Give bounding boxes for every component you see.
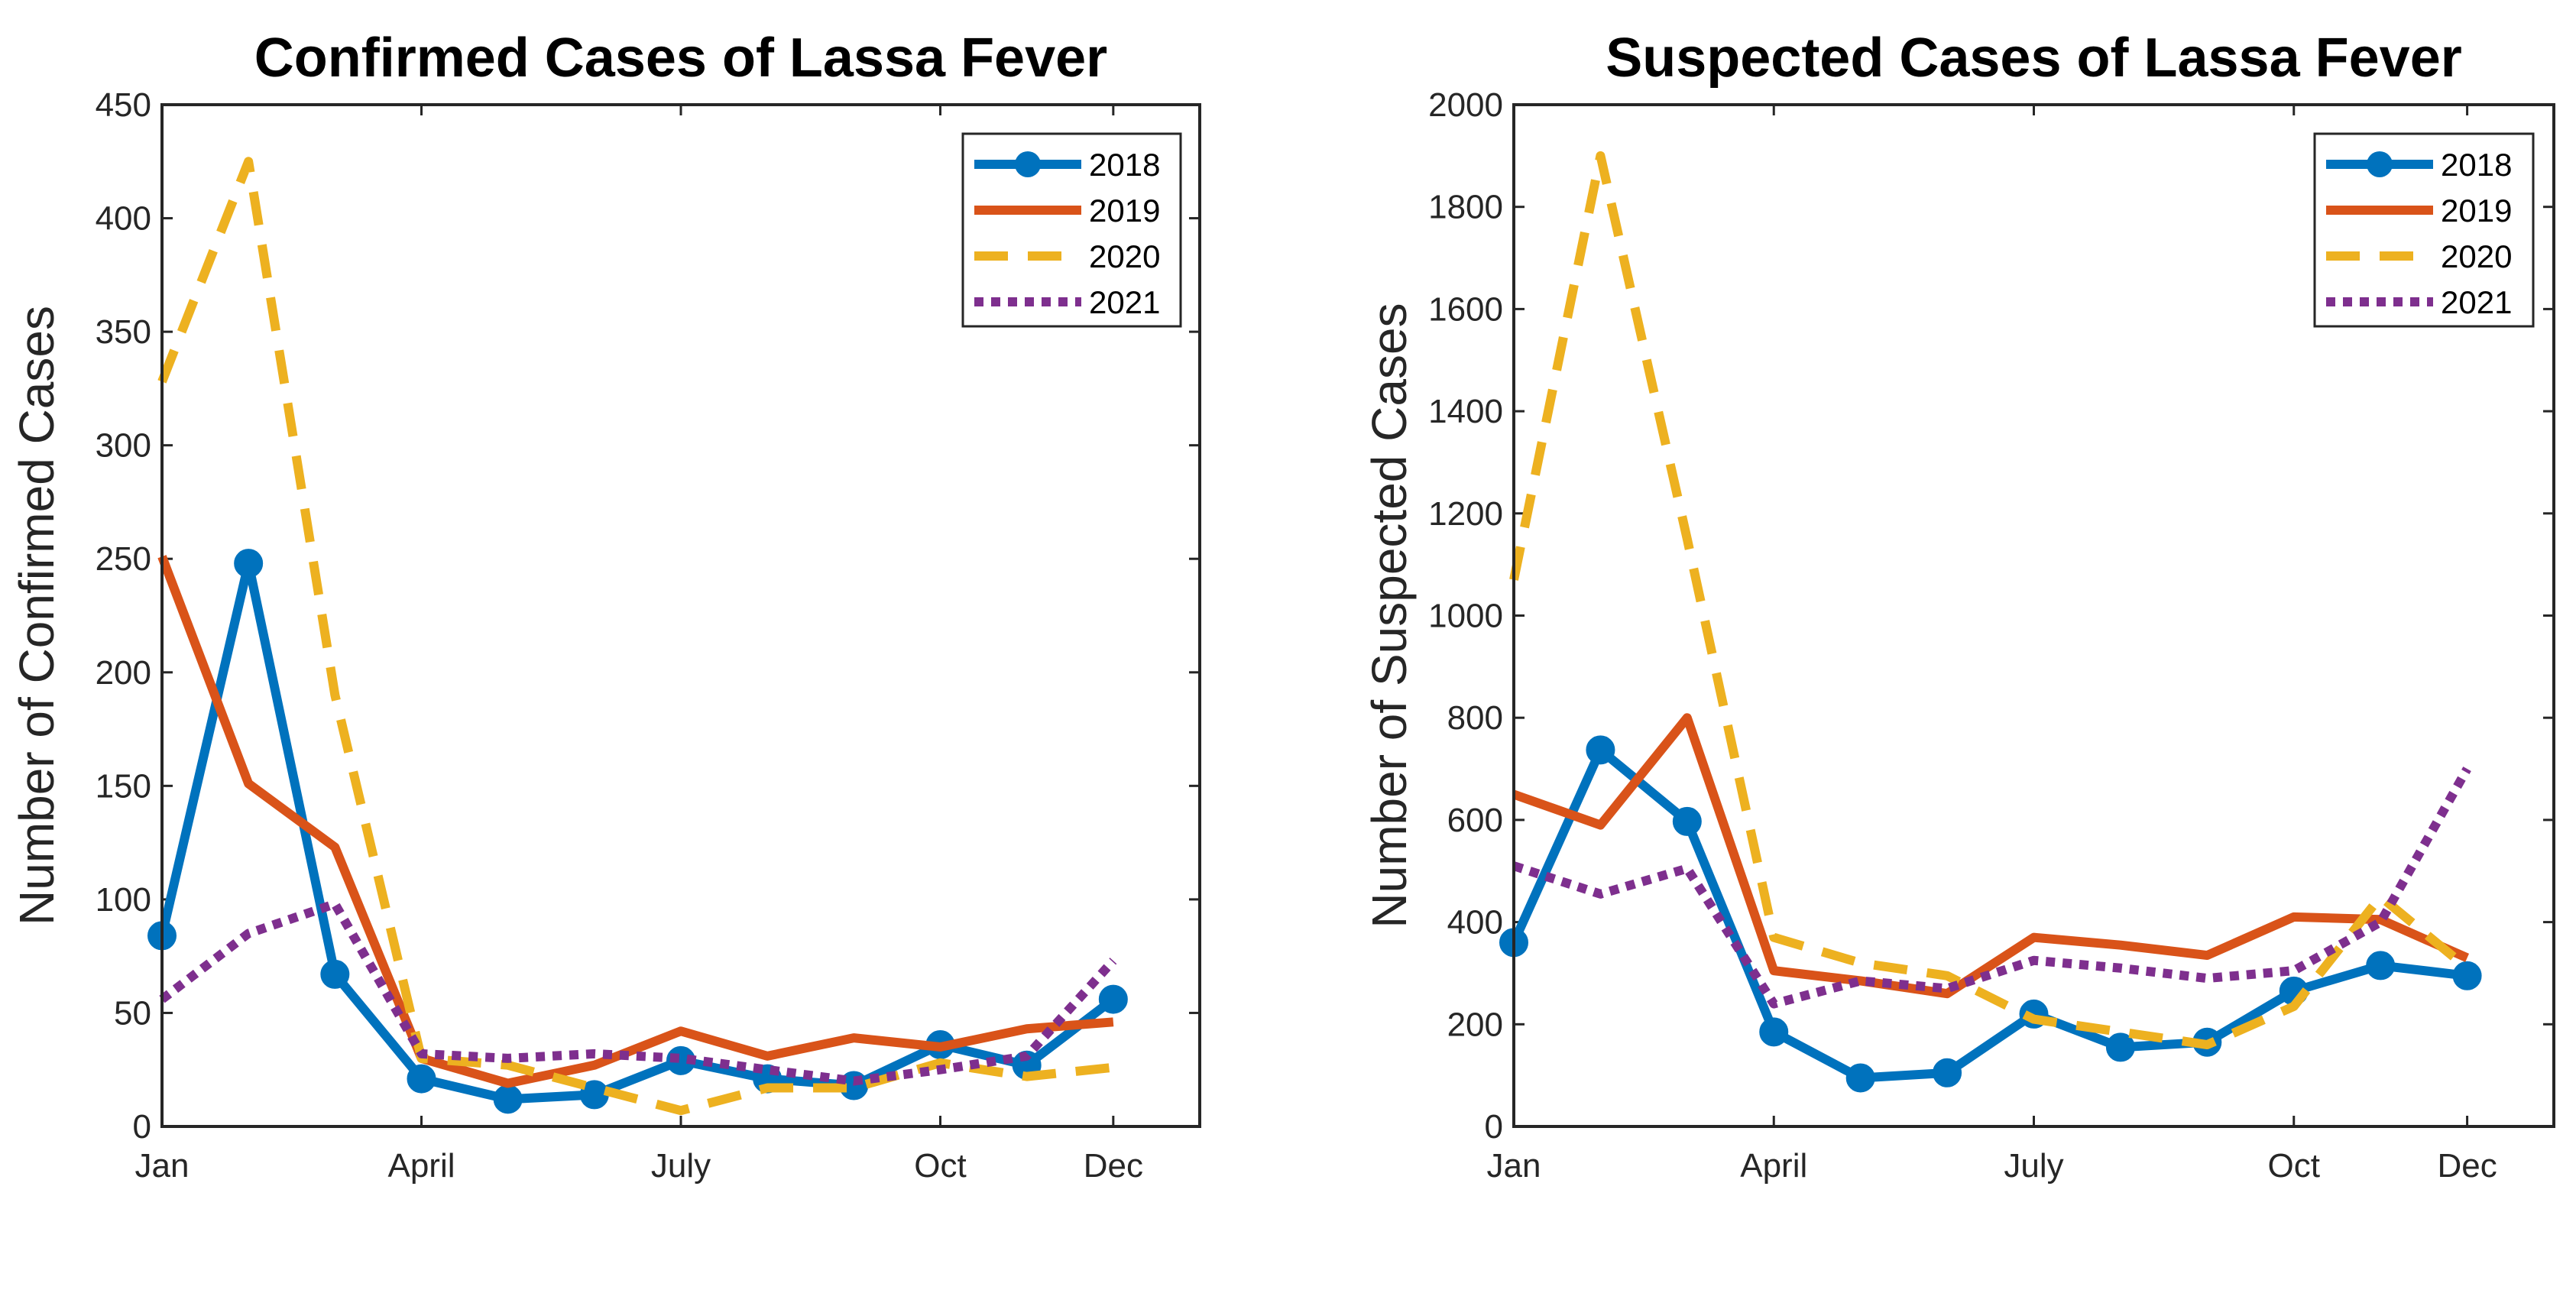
y-tick-label: 1000 (1428, 598, 1503, 635)
x-tick-label: Oct (2268, 1147, 2320, 1185)
x-tick-label: Oct (914, 1147, 966, 1185)
series-line-2018 (157, 559, 1116, 1104)
legend-label: 2019 (1089, 193, 1160, 229)
y-tick-label: 300 (96, 427, 151, 465)
axes-box (160, 103, 1201, 1128)
x-tick-label: July (651, 1147, 711, 1185)
legend-label: 2021 (1089, 284, 1160, 320)
y-axis-label: Number of Confirmed Cases (9, 306, 64, 925)
data-point-2018 (1672, 806, 1702, 836)
y-tick-label: 450 (96, 86, 151, 124)
y-axis-label: Number of Suspected Cases (1362, 303, 1417, 928)
legend-label: 2019 (2441, 193, 2512, 229)
y-tick-label: 200 (1447, 1006, 1503, 1043)
y-tick-label: 2000 (1428, 86, 1503, 124)
y-tick-label: 50 (114, 994, 151, 1032)
y-tick-label: 1200 (1428, 495, 1503, 533)
legend-marker-2018 (1015, 151, 1041, 177)
data-point-2018 (320, 959, 350, 989)
legend-label: 2018 (1089, 147, 1160, 183)
series-line-2020 (1509, 151, 2471, 1050)
y-tick-label: 1600 (1428, 290, 1503, 328)
legend-label: 2018 (2441, 147, 2512, 183)
axes-box (1512, 103, 2555, 1128)
data-point-2018 (1098, 984, 1128, 1014)
data-point-2018 (1933, 1058, 1962, 1087)
legend: 2018 2019 2020 2021 (961, 132, 1182, 328)
legend: 2018 2019 2020 2021 (2313, 132, 2535, 328)
y-tick-label: 150 (96, 767, 151, 805)
x-tick-label: Jan (135, 1147, 190, 1185)
data-point-2018 (493, 1084, 523, 1114)
y-tick-label: 200 (96, 654, 151, 692)
series-line-2021 (159, 899, 1117, 1086)
y-tick-label: 1400 (1428, 393, 1503, 430)
data-point-2018 (2105, 1032, 2135, 1062)
x-tick-label: April (387, 1147, 455, 1185)
series-line-2019 (1512, 713, 2470, 999)
chart-panel-1: Confirmed Cases of Lassa Fever Number of … (9, 28, 1201, 1185)
legend-label: 2021 (2441, 284, 2512, 320)
legend-label: 2020 (2441, 238, 2512, 274)
y-tick-label: 350 (96, 313, 151, 351)
x-tick-label: Jan (1487, 1147, 1541, 1185)
legend-label: 2020 (1089, 238, 1160, 274)
data-point-2018 (2452, 961, 2482, 990)
data-point-2018 (1759, 1017, 1789, 1047)
x-tick-label: July (2004, 1147, 2063, 1185)
series-line-2018 (1509, 745, 2468, 1083)
y-tick-label: 400 (1447, 904, 1503, 942)
series-line-2019 (157, 555, 1114, 1088)
x-tick-label: Dec (1084, 1147, 1143, 1185)
data-point-2018 (1586, 735, 1615, 765)
legend-marker-2018 (2367, 151, 2393, 177)
y-tick-label: 1800 (1428, 189, 1503, 226)
data-point-2018 (1845, 1063, 1875, 1093)
y-tick-label: 600 (1447, 802, 1503, 839)
y-tick-label: 0 (1485, 1108, 1503, 1146)
chart-title: Confirmed Cases of Lassa Fever (254, 28, 1107, 89)
y-tick-label: 400 (96, 200, 151, 238)
chart-title: Suspected Cases of Lassa Fever (1606, 28, 2462, 89)
data-point-2018 (407, 1064, 436, 1094)
y-tick-label: 250 (96, 540, 151, 578)
chart-panel-2: Suspected Cases of Lassa Fever Number of … (1362, 28, 2555, 1185)
x-tick-label: April (1740, 1147, 1807, 1185)
y-tick-label: 800 (1447, 699, 1503, 737)
y-tick-label: 100 (96, 881, 151, 919)
x-tick-label: Dec (2437, 1147, 2497, 1185)
y-tick-label: 0 (133, 1108, 151, 1146)
data-point-2018 (2366, 951, 2396, 980)
data-point-2018 (234, 549, 264, 579)
